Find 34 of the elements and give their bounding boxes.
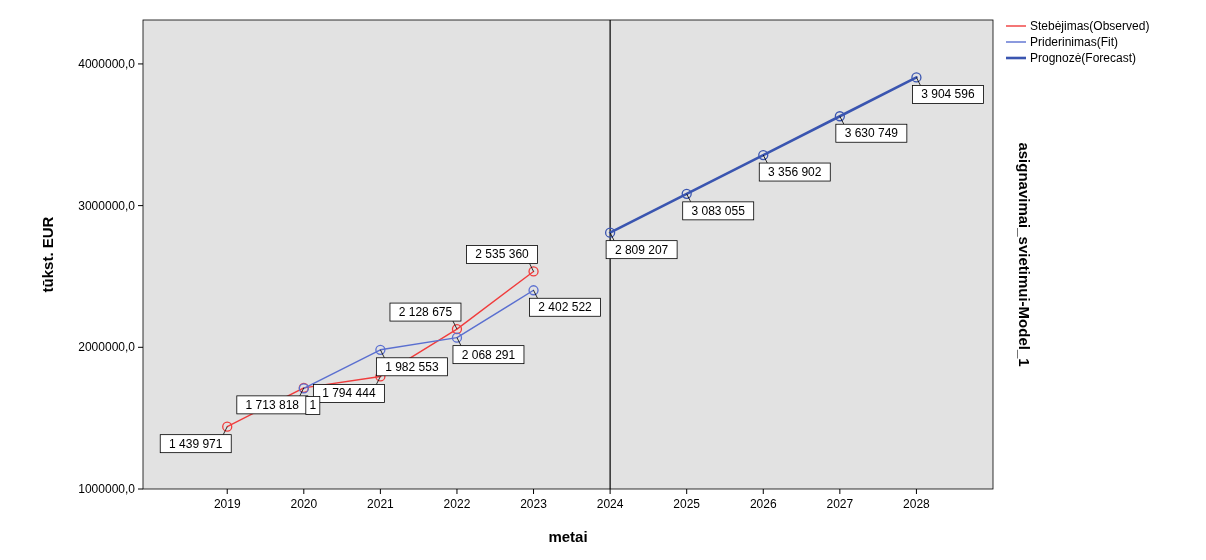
x-tick-label: 2020 — [290, 497, 318, 511]
data-label: 2 809 207 — [614, 242, 669, 257]
x-tick-label: 2022 — [443, 497, 471, 511]
y-axis-title: tūkst. EUR — [39, 216, 56, 293]
data-label: 2 402 522 — [538, 300, 593, 315]
y-tick-label: 1000000,0 — [78, 482, 136, 496]
data-label: 3 904 596 — [921, 87, 975, 102]
data-label: 3 630 749 — [844, 126, 899, 141]
data-label: 1 794 444 — [322, 386, 376, 401]
x-tick-label: 2021 — [367, 497, 395, 511]
x-tick-label: 2024 — [596, 497, 624, 511]
x-tick-label: 2025 — [673, 497, 701, 511]
text: asignavimai_svietimui-Model_1 — [1016, 142, 1033, 367]
x-axis-title: metai — [548, 528, 588, 545]
annotation: 1 — [309, 398, 317, 413]
x-tick-label: 2026 — [749, 497, 777, 511]
y-tick-label: 3000000,0 — [78, 198, 136, 213]
y-tick-label: 2000000,0 — [78, 340, 136, 355]
data-label: 3 356 902 — [768, 165, 822, 180]
data-label: 1 982 553 — [385, 359, 439, 374]
data-label: 2 535 360 — [475, 247, 530, 262]
x-tick-label: 2027 — [826, 497, 854, 511]
legend-label: Prognozė(Forecast) — [1030, 51, 1137, 65]
data-label: 2 128 675 — [398, 305, 453, 320]
data-label: 1 439 971 — [169, 436, 223, 451]
x-tick-label: 2023 — [520, 497, 548, 511]
data-label: 3 083 055 — [691, 203, 746, 218]
x-tick-label: 2028 — [903, 497, 931, 511]
data-label: 2 068 291 — [461, 347, 516, 362]
x-tick-label: 2019 — [213, 497, 241, 511]
legend-label: Stebėjimas(Observed) — [1030, 19, 1150, 33]
legend-label: Priderinimas(Fit) — [1030, 35, 1119, 49]
y-tick-label: 4000000,0 — [78, 56, 136, 71]
data-label: 1 713 818 — [245, 397, 300, 412]
